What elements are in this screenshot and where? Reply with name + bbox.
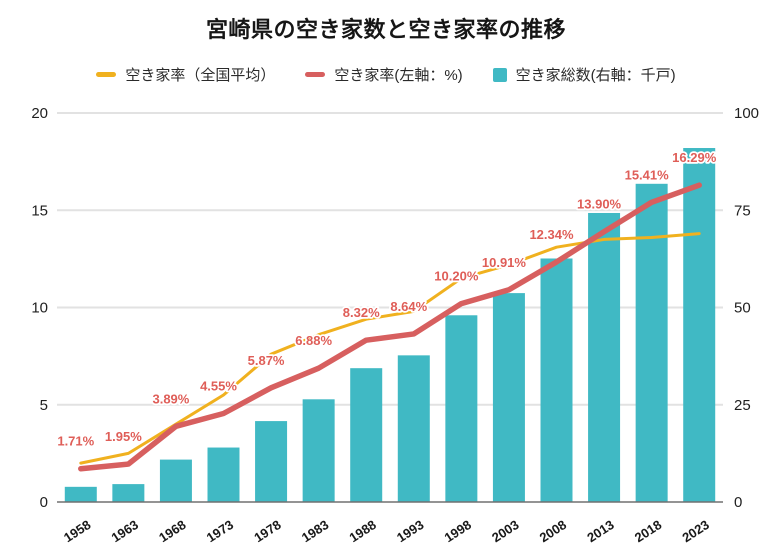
bar-1983	[302, 399, 335, 502]
x-tick-1988: 1988	[346, 517, 378, 545]
legend-item-national-average-rate: 空き家率（全国平均）	[96, 64, 275, 85]
y-tick-left-20: 20	[31, 105, 48, 122]
bar-1973	[207, 447, 240, 502]
x-tick-1963: 1963	[109, 517, 141, 545]
legend-label-vacant-houses-total: 空き家総数(右軸：千戸)	[515, 67, 676, 84]
x-tick-1973: 1973	[204, 517, 236, 545]
y-tick-right-25: 25	[734, 397, 751, 414]
bar-1988	[350, 368, 383, 502]
x-tick-1998: 1998	[442, 517, 474, 545]
x-tick-2013: 2013	[584, 517, 616, 545]
bar-1963	[112, 484, 145, 502]
x-tick-1978: 1978	[251, 517, 283, 545]
data-label-1968: 3.89%	[152, 391, 189, 406]
bar-2003	[492, 293, 525, 502]
data-label-1998: 10.20%	[434, 269, 479, 284]
x-tick-1983: 1983	[299, 517, 331, 545]
line-national-average	[79, 232, 701, 465]
data-label-1973: 4.55%	[200, 379, 237, 394]
data-label-1993: 8.64%	[390, 299, 427, 314]
legend-label-vacancy-rate: 空き家率(左軸：%)	[334, 67, 463, 84]
x-tick-2008: 2008	[537, 517, 569, 545]
data-label-1963: 1.95%	[105, 429, 142, 444]
legend-marker-vacancy-rate	[305, 72, 326, 77]
bar-1978	[255, 421, 288, 502]
y-tick-left-15: 15	[31, 202, 48, 219]
y-tick-right-100: 100	[734, 105, 759, 122]
x-tick-2023: 2023	[679, 517, 711, 545]
bar-2023	[683, 148, 716, 502]
data-label-1978: 5.87%	[248, 353, 285, 368]
bar-2013	[588, 212, 621, 502]
y-tick-right-0: 0	[734, 494, 742, 511]
line-prefecture-rate	[78, 182, 702, 472]
bar-2008	[540, 258, 573, 502]
data-label-2013: 13.90%	[577, 197, 622, 212]
legend-item-vacant-houses-total: 空き家総数(右軸：千戸)	[492, 64, 676, 85]
y-tick-left-0: 0	[40, 494, 48, 511]
data-label-2023: 16.29%	[672, 150, 717, 165]
legend-marker-vacant-houses-total	[492, 67, 507, 82]
legend-marker-national-average-rate	[96, 72, 117, 77]
bar-1993	[397, 355, 430, 502]
data-label-1958: 1.71%	[57, 434, 94, 449]
data-label-2008: 12.34%	[529, 227, 574, 242]
bar-2018	[635, 183, 668, 502]
y-tick-left-5: 5	[40, 397, 48, 414]
y-tick-left-10: 10	[31, 300, 48, 317]
bar-1958	[64, 486, 97, 502]
x-tick-2018: 2018	[632, 517, 664, 545]
data-label-2018: 15.41%	[625, 167, 670, 182]
y-tick-right-75: 75	[734, 202, 751, 219]
data-label-1983: 6.88%	[295, 333, 332, 348]
x-tick-1958: 1958	[61, 517, 93, 545]
x-tick-1968: 1968	[156, 517, 188, 545]
legend: 空き家率（全国平均） 空き家率(左軸：%) 空き家総数(右軸：千戸)	[0, 64, 772, 85]
data-label-1988: 8.32%	[343, 305, 380, 320]
legend-item-vacancy-rate: 空き家率(左軸：%)	[305, 64, 463, 85]
y-tick-right-50: 50	[734, 300, 751, 317]
bar-1968	[159, 459, 192, 502]
legend-label-national-average-rate: 空き家率（全国平均）	[125, 67, 276, 84]
bar-1998	[445, 315, 478, 502]
data-label-2003: 10.91%	[482, 255, 527, 270]
x-tick-1993: 1993	[394, 517, 426, 545]
chart-title: 宮崎県の空き家数と空き家率の推移	[205, 17, 566, 42]
x-tick-2003: 2003	[489, 517, 521, 545]
